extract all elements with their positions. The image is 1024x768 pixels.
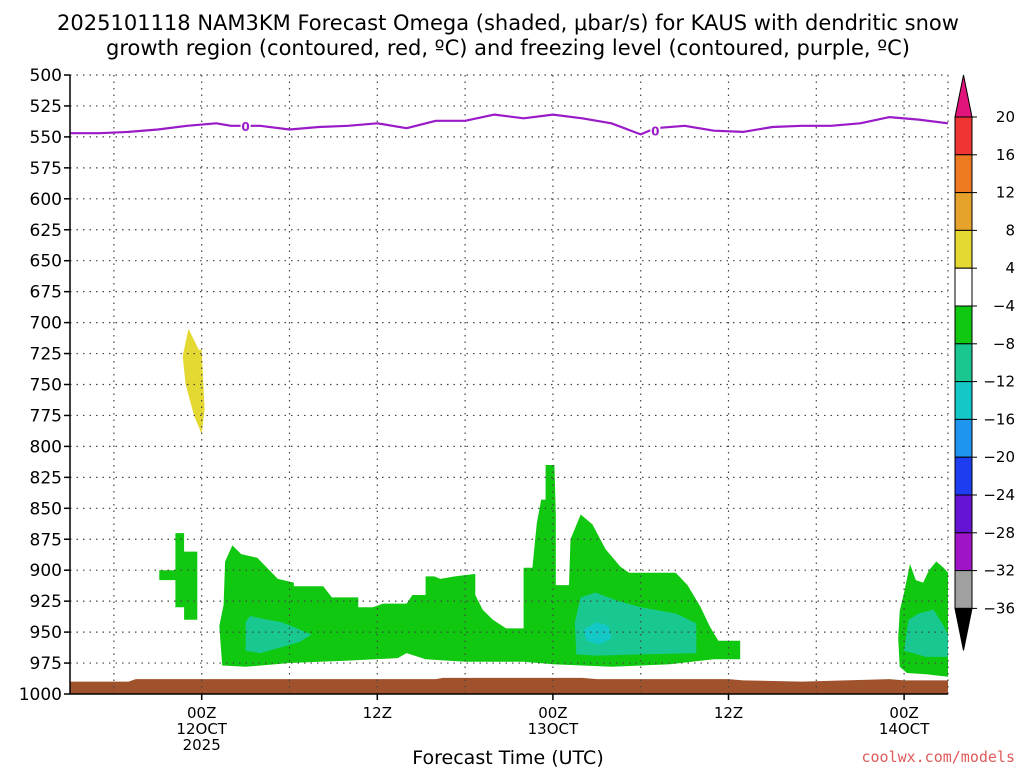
colorbar-swatch-11 (954, 532, 973, 572)
colorbar-swatch-5 (954, 305, 973, 345)
colorbar-label: −32 (983, 562, 1015, 580)
title-line-1: 2025101118 NAM3KM Forecast Omega (shaded… (57, 11, 959, 35)
colorbar-label: 8 (1005, 221, 1015, 239)
y-tick-label-800: 800 (30, 437, 62, 457)
colorbar-label: −20 (983, 448, 1015, 466)
x-tick-label: 13OCT (528, 720, 579, 738)
surface-terrain (70, 677, 948, 694)
y-tick-label-975: 975 (30, 654, 62, 674)
omega-region-1 (159, 533, 198, 620)
colorbar-label: −36 (983, 599, 1015, 617)
x-tick-label: 12OCT (176, 720, 227, 738)
colorbar-top-arrow (954, 74, 973, 118)
omega-region-7 (583, 622, 612, 645)
x-tick-label: 14OCT (879, 720, 930, 738)
freezing-level-line (70, 113, 949, 136)
colorbar: 20 16 12 8 4 −4 −8 −12 −16 −20 −24 −28 −32 −36 (954, 74, 1015, 651)
omega-region-4 (245, 616, 312, 654)
colorbar-label: −4 (993, 297, 1015, 315)
x-tick-label: 12Z (363, 704, 392, 722)
colorbar-label: −16 (983, 410, 1015, 428)
x-tick-label: 2025 (183, 736, 221, 754)
colorbar-label: −28 (983, 524, 1015, 542)
y-tick-label-1000: 1000 (19, 685, 62, 705)
colorbar-swatch-8 (954, 418, 973, 458)
y-tick-label-900: 900 (30, 561, 62, 581)
freezing-label-bg-0 (240, 118, 251, 133)
y-tick-label-700: 700 (30, 314, 62, 334)
colorbar-label: 20 (996, 108, 1015, 126)
x-tick-label: 00Z (187, 704, 216, 722)
colorbar-swatch-7 (954, 381, 973, 420)
y-tick-label-850: 850 (30, 499, 62, 519)
colorbar-label: 4 (1005, 259, 1015, 277)
title-line-2: growth region (contoured, red, ºC) and f… (106, 36, 910, 60)
omega-region-6 (904, 609, 948, 657)
shaded-omega-regions (70, 328, 948, 694)
colorbar-label: −24 (983, 486, 1015, 504)
colorbar-bottom-arrow (954, 607, 973, 651)
colorbar-swatch-0 (954, 116, 973, 156)
credit-text: coolwx.com/models (861, 748, 1015, 766)
colorbar-swatch-10 (954, 494, 973, 534)
colorbar-label: −8 (993, 335, 1015, 353)
y-tick-label-950: 950 (30, 623, 62, 643)
colorbar-label: 16 (996, 146, 1015, 164)
y-tick-label-725: 725 (30, 345, 62, 365)
chart-title: 2025101118 NAM3KM Forecast Omega (shaded… (57, 11, 959, 60)
y-tick-label-600: 600 (30, 190, 62, 210)
omega-region-0 (182, 328, 205, 434)
freezing-level-label-1: 0 (651, 125, 659, 139)
colorbar-swatch-9 (954, 456, 973, 496)
x-tick-label: 00Z (889, 704, 918, 722)
x-tick-label: 00Z (538, 704, 567, 722)
y-tick-label-625: 625 (30, 221, 62, 241)
colorbar-swatch-6 (954, 343, 973, 383)
y-tick-label-775: 775 (30, 406, 62, 426)
colorbar-label: 12 (996, 184, 1015, 202)
colorbar-swatch-2 (954, 192, 973, 231)
y-tick-label-525: 525 (30, 97, 62, 117)
y-axis-tick-labels: 500 525 550 575 600 625 650 675 700 725 750 775 800 8… (19, 66, 70, 705)
x-tick-label: 12Z (714, 704, 743, 722)
colorbar-swatch-4 (954, 267, 973, 307)
x-axis-label: Forecast Time (UTC) (412, 747, 603, 768)
freezing-label-bg-1 (650, 123, 661, 138)
y-tick-label-750: 750 (30, 376, 62, 396)
y-tick-label-675: 675 (30, 283, 62, 303)
y-tick-label-500: 500 (30, 66, 62, 86)
colorbar-swatch-12 (954, 570, 973, 609)
freezing-level-label-0: 0 (241, 120, 249, 134)
y-tick-label-550: 550 (30, 128, 62, 148)
colorbar-swatch-1 (954, 154, 973, 194)
colorbar-label: −12 (983, 373, 1015, 391)
y-tick-label-825: 825 (30, 468, 62, 488)
y-tick-label-925: 925 (30, 592, 62, 612)
y-tick-label-650: 650 (30, 252, 62, 272)
colorbar-swatch-3 (954, 229, 973, 269)
y-tick-label-575: 575 (30, 159, 62, 179)
y-tick-label-875: 875 (30, 530, 62, 550)
